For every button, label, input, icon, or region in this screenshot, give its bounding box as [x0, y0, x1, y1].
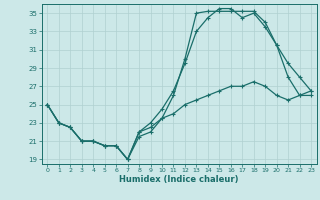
- X-axis label: Humidex (Indice chaleur): Humidex (Indice chaleur): [119, 175, 239, 184]
